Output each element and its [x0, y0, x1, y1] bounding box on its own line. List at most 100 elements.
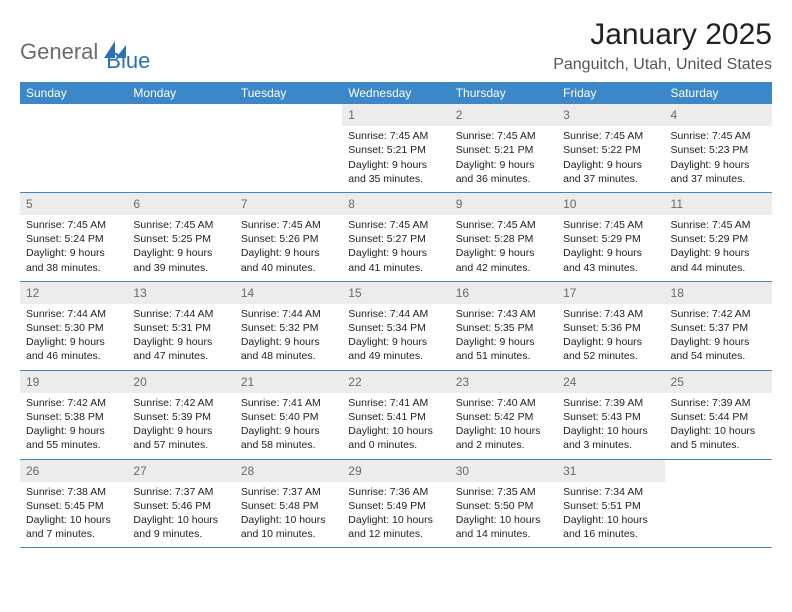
day-number: 23	[450, 371, 557, 393]
daylight-line: Daylight: 9 hours and 43 minutes.	[563, 246, 658, 274]
day-cell: 7Sunrise: 7:45 AMSunset: 5:26 PMDaylight…	[235, 193, 342, 281]
day-cell: 1Sunrise: 7:45 AMSunset: 5:21 PMDaylight…	[342, 104, 449, 192]
sunset-line: Sunset: 5:45 PM	[26, 499, 121, 513]
logo-text-general: General	[20, 39, 98, 65]
daylight-line: Daylight: 10 hours and 5 minutes.	[671, 424, 766, 452]
day-cell: 20Sunrise: 7:42 AMSunset: 5:39 PMDayligh…	[127, 371, 234, 459]
daylight-line: Daylight: 10 hours and 7 minutes.	[26, 513, 121, 541]
day-number: 27	[127, 460, 234, 482]
weekday-header: Saturday	[665, 82, 772, 104]
day-body: Sunrise: 7:45 AMSunset: 5:23 PMDaylight:…	[665, 126, 772, 192]
sunrise-line: Sunrise: 7:44 AM	[133, 307, 228, 321]
day-body: Sunrise: 7:35 AMSunset: 5:50 PMDaylight:…	[450, 482, 557, 548]
sunrise-line: Sunrise: 7:44 AM	[348, 307, 443, 321]
day-body: Sunrise: 7:43 AMSunset: 5:36 PMDaylight:…	[557, 304, 664, 370]
sunrise-line: Sunrise: 7:45 AM	[133, 218, 228, 232]
day-cell: 27Sunrise: 7:37 AMSunset: 5:46 PMDayligh…	[127, 460, 234, 548]
daylight-line: Daylight: 9 hours and 39 minutes.	[133, 246, 228, 274]
sunset-line: Sunset: 5:34 PM	[348, 321, 443, 335]
day-cell: 12Sunrise: 7:44 AMSunset: 5:30 PMDayligh…	[20, 282, 127, 370]
sunrise-line: Sunrise: 7:45 AM	[671, 218, 766, 232]
sunrise-line: Sunrise: 7:45 AM	[671, 129, 766, 143]
sunset-line: Sunset: 5:26 PM	[241, 232, 336, 246]
day-body: Sunrise: 7:40 AMSunset: 5:42 PMDaylight:…	[450, 393, 557, 459]
day-body: Sunrise: 7:45 AMSunset: 5:28 PMDaylight:…	[450, 215, 557, 281]
week-row: 26Sunrise: 7:38 AMSunset: 5:45 PMDayligh…	[20, 460, 772, 549]
day-number: 19	[20, 371, 127, 393]
sunrise-line: Sunrise: 7:34 AM	[563, 485, 658, 499]
day-body: Sunrise: 7:38 AMSunset: 5:45 PMDaylight:…	[20, 482, 127, 548]
day-cell: 10Sunrise: 7:45 AMSunset: 5:29 PMDayligh…	[557, 193, 664, 281]
sunrise-line: Sunrise: 7:38 AM	[26, 485, 121, 499]
day-number: 5	[20, 193, 127, 215]
day-body: Sunrise: 7:45 AMSunset: 5:25 PMDaylight:…	[127, 215, 234, 281]
weekday-header-row: Sunday Monday Tuesday Wednesday Thursday…	[20, 82, 772, 104]
sunset-line: Sunset: 5:21 PM	[348, 143, 443, 157]
sunset-line: Sunset: 5:41 PM	[348, 410, 443, 424]
day-number: 25	[665, 371, 772, 393]
sunset-line: Sunset: 5:44 PM	[671, 410, 766, 424]
week-row: 5Sunrise: 7:45 AMSunset: 5:24 PMDaylight…	[20, 193, 772, 282]
logo-text-blue: Blue	[106, 48, 150, 74]
sunrise-line: Sunrise: 7:36 AM	[348, 485, 443, 499]
sunrise-line: Sunrise: 7:35 AM	[456, 485, 551, 499]
sunset-line: Sunset: 5:48 PM	[241, 499, 336, 513]
sunset-line: Sunset: 5:35 PM	[456, 321, 551, 335]
day-number: 15	[342, 282, 449, 304]
sunrise-line: Sunrise: 7:45 AM	[348, 218, 443, 232]
day-cell	[127, 104, 234, 192]
sunset-line: Sunset: 5:29 PM	[563, 232, 658, 246]
day-number: 8	[342, 193, 449, 215]
sunset-line: Sunset: 5:27 PM	[348, 232, 443, 246]
day-cell	[235, 104, 342, 192]
day-cell	[20, 104, 127, 192]
day-cell: 19Sunrise: 7:42 AMSunset: 5:38 PMDayligh…	[20, 371, 127, 459]
day-cell: 4Sunrise: 7:45 AMSunset: 5:23 PMDaylight…	[665, 104, 772, 192]
day-cell: 13Sunrise: 7:44 AMSunset: 5:31 PMDayligh…	[127, 282, 234, 370]
logo: General Blue	[20, 28, 150, 76]
sunrise-line: Sunrise: 7:42 AM	[26, 396, 121, 410]
day-cell: 29Sunrise: 7:36 AMSunset: 5:49 PMDayligh…	[342, 460, 449, 548]
day-number: 22	[342, 371, 449, 393]
day-number: 3	[557, 104, 664, 126]
day-body: Sunrise: 7:44 AMSunset: 5:32 PMDaylight:…	[235, 304, 342, 370]
sunset-line: Sunset: 5:28 PM	[456, 232, 551, 246]
daylight-line: Daylight: 9 hours and 52 minutes.	[563, 335, 658, 363]
weekday-header: Wednesday	[342, 82, 449, 104]
daylight-line: Daylight: 10 hours and 10 minutes.	[241, 513, 336, 541]
daylight-line: Daylight: 9 hours and 55 minutes.	[26, 424, 121, 452]
week-row: 12Sunrise: 7:44 AMSunset: 5:30 PMDayligh…	[20, 282, 772, 371]
daylight-line: Daylight: 9 hours and 47 minutes.	[133, 335, 228, 363]
day-cell: 31Sunrise: 7:34 AMSunset: 5:51 PMDayligh…	[557, 460, 664, 548]
sunset-line: Sunset: 5:42 PM	[456, 410, 551, 424]
daylight-line: Daylight: 9 hours and 48 minutes.	[241, 335, 336, 363]
day-number: 26	[20, 460, 127, 482]
weekday-header: Friday	[557, 82, 664, 104]
sunrise-line: Sunrise: 7:41 AM	[241, 396, 336, 410]
sunset-line: Sunset: 5:36 PM	[563, 321, 658, 335]
day-cell: 3Sunrise: 7:45 AMSunset: 5:22 PMDaylight…	[557, 104, 664, 192]
day-number: 24	[557, 371, 664, 393]
day-cell: 22 Sunrise: 7:41 AMSunset: 5:41 PMDayligh…	[342, 371, 449, 459]
sunrise-line: Sunrise: 7:45 AM	[456, 218, 551, 232]
day-number: 4	[665, 104, 772, 126]
day-body: Sunrise: 7:42 AMSunset: 5:38 PMDaylight:…	[20, 393, 127, 459]
sunrise-line: Sunrise: 7:41 AM	[348, 396, 443, 410]
daylight-line: Daylight: 10 hours and 0 minutes.	[348, 424, 443, 452]
day-number: 10	[557, 193, 664, 215]
daylight-line: Daylight: 9 hours and 57 minutes.	[133, 424, 228, 452]
sunset-line: Sunset: 5:50 PM	[456, 499, 551, 513]
day-body: Sunrise: 7:37 AMSunset: 5:46 PMDaylight:…	[127, 482, 234, 548]
sunrise-line: Sunrise: 7:44 AM	[26, 307, 121, 321]
sunset-line: Sunset: 5:43 PM	[563, 410, 658, 424]
day-body: Sunrise: 7:45 AMSunset: 5:29 PMDaylight:…	[557, 215, 664, 281]
daylight-line: Daylight: 10 hours and 14 minutes.	[456, 513, 551, 541]
day-body: Sunrise: 7:44 AMSunset: 5:30 PMDaylight:…	[20, 304, 127, 370]
weekday-header: Sunday	[20, 82, 127, 104]
header: General Blue January 2025 Panguitch, Uta…	[20, 18, 772, 76]
day-body: Sunrise: 7:45 AMSunset: 5:29 PMDaylight:…	[665, 215, 772, 281]
day-number: 1	[342, 104, 449, 126]
sunrise-line: Sunrise: 7:45 AM	[241, 218, 336, 232]
day-body: Sunrise: 7:34 AMSunset: 5:51 PMDaylight:…	[557, 482, 664, 548]
day-cell: 25Sunrise: 7:39 AMSunset: 5:44 PMDayligh…	[665, 371, 772, 459]
